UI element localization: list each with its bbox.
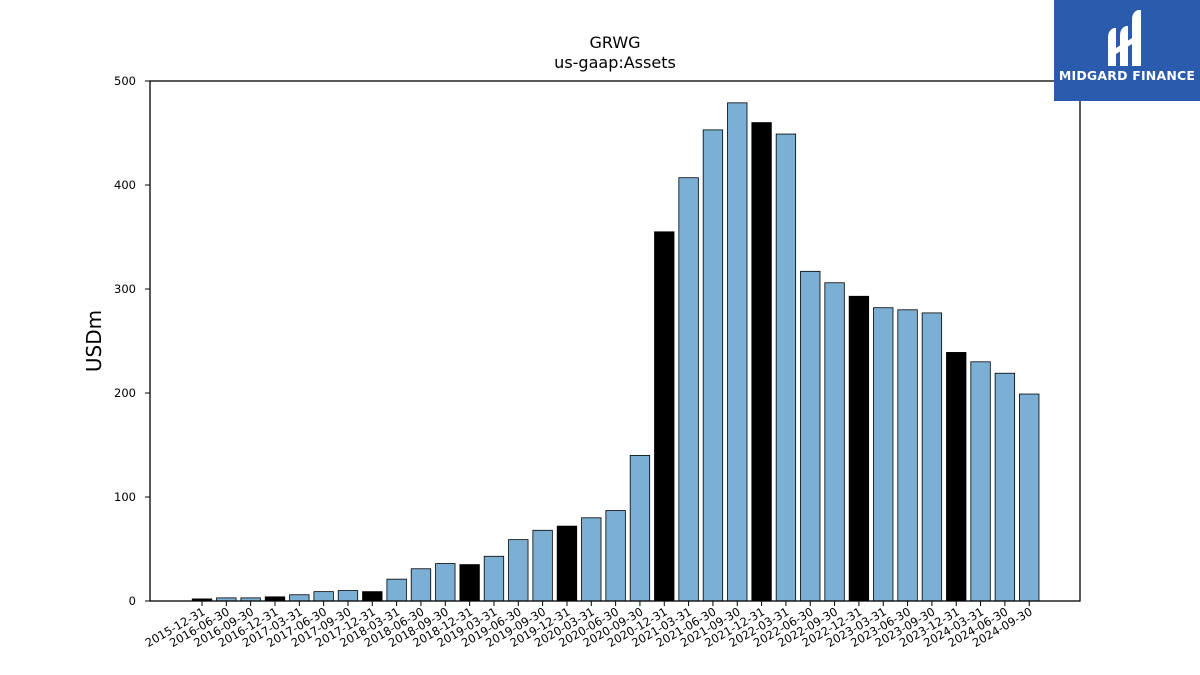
y-tick-label: 400 [114,178,136,192]
bar-2017-06-30 [313,591,334,602]
bar-2018-12-31 [459,564,480,602]
bar-2021-03-31 [678,177,699,602]
bar-2020-12-31 [654,231,675,602]
y-tick-label: 100 [114,490,136,504]
bar-2018-09-30 [435,563,456,602]
bar-2017-03-31 [289,594,310,602]
bar-2019-09-30 [532,529,553,602]
bar-2023-03-31 [873,307,894,602]
chart-subtitle: us-gaap:Assets [554,53,676,72]
bar-2022-06-30 [800,270,821,602]
plot-frame [149,80,1081,602]
bar-2021-06-30 [702,129,724,602]
bar-2023-06-30 [897,309,918,602]
bar-2017-09-30 [337,590,359,602]
bar-2021-12-31 [751,122,772,602]
bar-2023-09-30 [921,312,943,602]
bar-2022-03-31 [775,133,797,602]
bar-2020-03-31 [581,517,602,602]
y-axis-ticks: 0 100 200 300 400 500 [114,74,150,608]
bar-2022-09-30 [824,282,845,602]
y-tick-label: 200 [114,386,136,400]
bar-2024-09-30 [1019,393,1040,602]
bar-2019-12-31 [556,525,578,602]
bar-2023-12-31 [946,352,967,602]
bar-2022-12-31 [848,295,870,602]
bar-2019-06-30 [508,539,529,602]
chart-title: GRWG [589,33,640,52]
midgard-logo-icon [1108,10,1141,66]
bar-2018-06-30 [410,568,432,602]
bar-2020-09-30 [629,454,651,602]
x-axis-ticks: 2015-12-312016-06-302016-09-302016-12-31… [143,601,1035,650]
midgard-finance-logo: MIDGARD FINANCE [1054,0,1200,101]
bar-2019-03-31 [483,555,505,602]
bar-2020-06-30 [605,510,626,602]
bar-2018-03-31 [386,578,407,602]
bar-2021-09-30 [727,102,748,602]
y-axis-label: USDm [82,310,106,372]
bar-series [191,102,1040,602]
bar-2024-03-31 [970,361,991,602]
y-tick-label: 0 [129,594,136,608]
bar-2017-12-31 [362,591,383,602]
logo-text: MIDGARD FINANCE [1058,68,1196,83]
y-tick-label: 300 [114,282,136,296]
bar-2024-06-30 [994,372,1016,602]
y-tick-label: 500 [114,74,136,88]
